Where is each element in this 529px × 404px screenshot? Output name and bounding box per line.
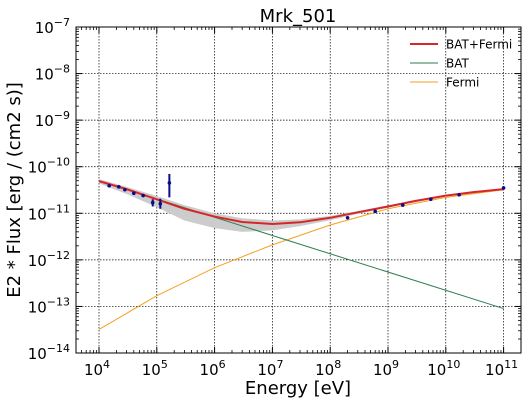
y-tick-label: 10−8: [35, 63, 70, 84]
x-tick-label: 109: [373, 358, 399, 379]
y-tick-label: 10−9: [35, 109, 70, 130]
axis-ticks: 104 105 106 107 108 109 1010 1011 10−14 10−13 10−1…: [28, 16, 521, 379]
y-tick-label: 10−13: [28, 295, 70, 316]
data-point: [123, 187, 127, 192]
series-line-fermi: [98, 189, 504, 330]
data-point: [116, 185, 121, 189]
data-point: [345, 215, 350, 220]
data-point: [373, 209, 377, 214]
x-tick-label: 104: [84, 358, 110, 379]
x-tick-label: 107: [257, 358, 283, 379]
series-line-bat-fermi: [98, 180, 504, 225]
x-tick-label: 106: [200, 358, 226, 379]
data-point: [150, 200, 155, 205]
y-tick-label: 10−11: [28, 202, 70, 223]
legend: BAT+Fermi BAT Fermi: [410, 38, 512, 90]
data-point: [107, 183, 111, 188]
legend-label-fermi: Fermi: [446, 76, 479, 90]
data-point: [167, 181, 172, 185]
y-axis-title: E2 * Flux [erg / (cm2 s)]: [4, 82, 25, 298]
plot-area: [76, 26, 521, 354]
data-point: [457, 192, 461, 197]
x-tick-label: 1010: [427, 358, 460, 379]
y-tick-label: 10−7: [35, 16, 70, 37]
x-axis-title: Energy [eV]: [245, 378, 351, 399]
y-tick-label: 10−12: [28, 249, 70, 270]
data-point: [501, 186, 506, 190]
x-tick-label: 108: [315, 358, 341, 379]
legend-label-bat: BAT: [446, 57, 470, 71]
plot-frame: [75, 26, 522, 354]
data-point: [158, 201, 163, 206]
y-tick-label: 10−10: [28, 156, 70, 177]
x-tick-label: 1011: [485, 358, 518, 379]
legend-label-bat-fermi: BAT+Fermi: [446, 38, 512, 52]
data-point: [428, 197, 433, 202]
data-point: [400, 203, 405, 207]
data-point: [131, 191, 136, 195]
chart-title: Mrk_501: [260, 6, 337, 27]
x-tick-label: 105: [142, 358, 168, 379]
y-tick-label: 10−14: [28, 342, 70, 363]
data-point: [141, 193, 145, 198]
confidence-band: [99, 179, 504, 232]
